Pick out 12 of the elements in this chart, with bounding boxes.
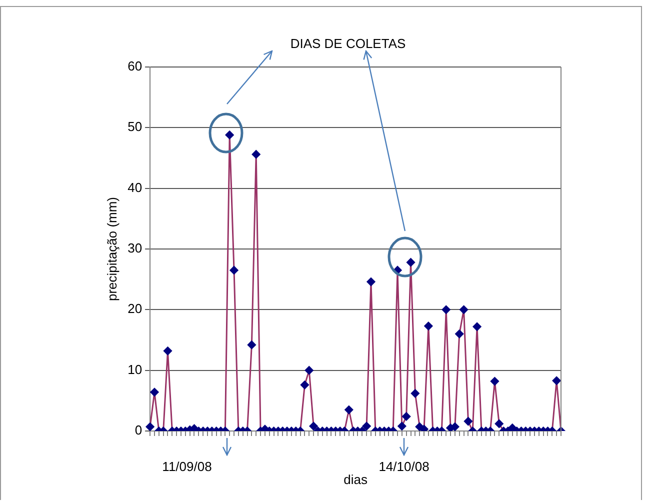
y-tick-label: 20 <box>128 301 142 316</box>
x-axis-title: dias <box>344 472 368 487</box>
y-tick-label: 60 <box>128 58 142 74</box>
y-tick-label: 10 <box>128 362 142 377</box>
y-tick-label: 50 <box>128 119 142 134</box>
y-tick-label: 0 <box>134 422 142 438</box>
text: 14/10/08 <box>378 459 430 474</box>
y-tick-label: 40 <box>128 180 142 195</box>
text: DIAS DE COLETAS <box>290 36 406 51</box>
y-tick-label: 30 <box>128 240 142 256</box>
y-axis-title: precipitação (mm) <box>104 196 120 302</box>
text: 11/09/08 <box>162 459 212 474</box>
